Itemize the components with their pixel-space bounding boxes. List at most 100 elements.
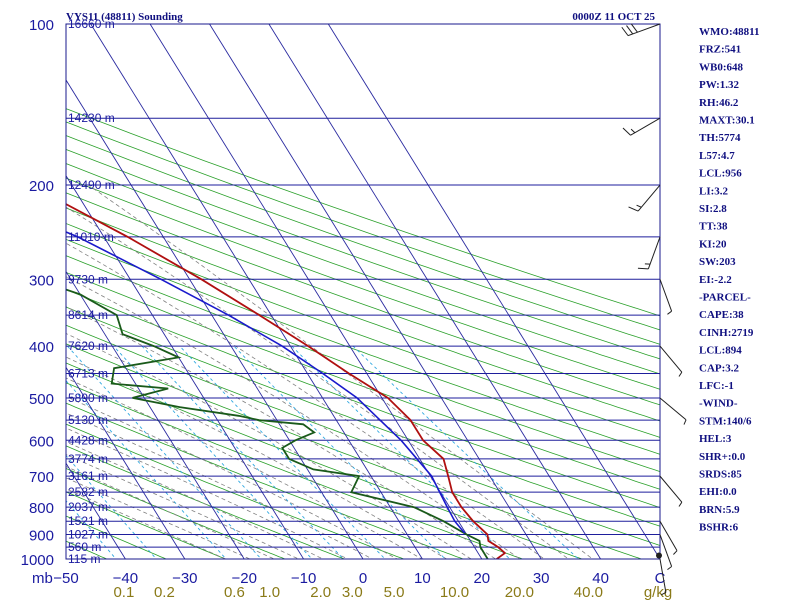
sounding-index: TT:38 [699,221,728,233]
plot-frame [65,23,661,560]
wind-barbs [621,23,687,596]
wind-barb-halfflag [673,550,678,555]
height-label: 14230 m [68,111,115,125]
height-label: 1521 m [68,514,108,528]
mixing-ratio-label: 2.0 [310,584,331,600]
temperature-tick-label: −50 [53,570,78,587]
wind-barb-halfflag [630,128,636,134]
dry-adiabat [66,468,286,559]
wind-barb-shaft [659,345,683,373]
height-label: 6713 m [68,366,108,380]
height-label: 2037 m [68,500,108,514]
moist-adiabat [66,377,423,559]
sounding-index: BRN:5.9 [699,504,740,516]
dry-adiabat [66,423,405,559]
sounding-index: L57:4.7 [699,150,735,162]
height-label: 7620 m [68,339,108,353]
dry-adiabat [66,108,660,317]
isotherm [66,270,245,559]
moist-adiabat [66,396,398,559]
wind-barb-flag [630,23,638,33]
y-axis-label: mb [32,570,53,587]
x-axis-label: C [655,570,666,587]
sounding-index: EI:-2.2 [699,274,732,286]
sounding-index: SW:203 [699,256,736,268]
mixing-ratio-unit: g/kg [644,584,672,600]
height-label: 1027 m [68,528,108,542]
moist-adiabat [66,333,472,559]
temperature-tick-label: 30 [533,570,550,587]
wind-barb-shaft [659,534,673,567]
wind-barb-shaft [659,520,678,551]
height-label: 9730 m [68,272,108,286]
mixing-ratio-line [66,454,157,559]
height-label: 560 m [68,540,101,554]
wind-barb-halfflag [683,419,687,425]
mixing-ratio-line [179,345,386,559]
isotherm [208,24,542,559]
height-label: 115 m [68,552,100,566]
sounding-index: CINH:2719 [699,327,754,339]
wind-barb-flag [637,267,649,270]
chart-subtitle: 0000Z 11 OCT 25 [572,11,655,23]
dry-adiabat [66,343,643,559]
sounding-index: CAPE:38 [699,309,744,321]
sounding-index: SI:2.8 [699,203,727,215]
wind-barb-shaft [627,23,661,37]
sounding-index: BSHR:6 [699,522,739,534]
height-label: 3161 m [68,469,108,483]
sounding-index: WMO:48811 [699,26,760,38]
chart-title: VYS11 (48811) Sounding [66,11,183,23]
moist-adiabat [88,184,594,559]
wind-barb-halfflag [667,310,672,315]
mixing-ratio-label: 0.6 [224,584,245,600]
wind-barb-flag [628,206,639,212]
height-label: 4428 m [68,433,108,447]
sounding-index: WB0:648 [699,61,744,73]
pressure-tick-label: 800 [29,500,54,517]
wind-barb-shaft [647,236,661,270]
temperature-tick-label: −10 [291,570,316,587]
moist-adiabat [66,427,349,559]
diagram-grid [66,24,660,559]
mixing-ratio-label: 1.0 [259,584,280,600]
sounding-index: SHR+:0.0 [699,451,746,463]
dry-adiabat [66,402,465,559]
moist-adiabat [66,441,324,559]
temperature-trace [66,203,507,559]
parcel-trace [66,231,466,534]
height-label: 2582 m [68,485,108,499]
height-label: 12490 m [68,178,115,192]
dry-adiabat [66,207,660,422]
mixing-ratio-label: 0.2 [154,584,175,600]
wind-barb-shaft [659,475,683,503]
moist-adiabat [66,206,570,559]
wind-barb-halfflag [667,566,672,570]
temperature-tick-label: 40 [592,570,609,587]
dry-adiabat [66,445,346,559]
wind-barb-flag [626,25,634,35]
isotherm [327,24,660,559]
isotherm [268,24,602,559]
dry-adiabat [66,306,660,527]
sounding-index: STM:140/6 [699,415,752,427]
sounding-index: LFC:-1 [699,380,734,392]
dry-adiabat [66,148,660,360]
mixing-ratio-line [66,380,227,559]
dry-adiabat [66,238,660,455]
temperature-tick-label: 10 [414,570,431,587]
dry-adiabat [66,362,584,559]
height-labels: 16660 m 14230 m 12490 m 11010 m 9730 m 8614 m… [68,17,115,566]
height-label: 16660 m [68,17,115,31]
wind-barb-flag [622,127,631,136]
wind-barb-halfflag [636,204,642,208]
sounding-index: MAXT:30.1 [699,115,755,127]
sounding-index: LCL:956 [699,168,742,180]
moist-adiabat [66,356,448,559]
sounding-index: SRDS:85 [699,469,742,481]
pressure-tick-label: 100 [29,17,54,34]
mixing-ratio-label: 40.0 [574,584,603,600]
mixing-ratio-label: 20.0 [505,584,534,600]
